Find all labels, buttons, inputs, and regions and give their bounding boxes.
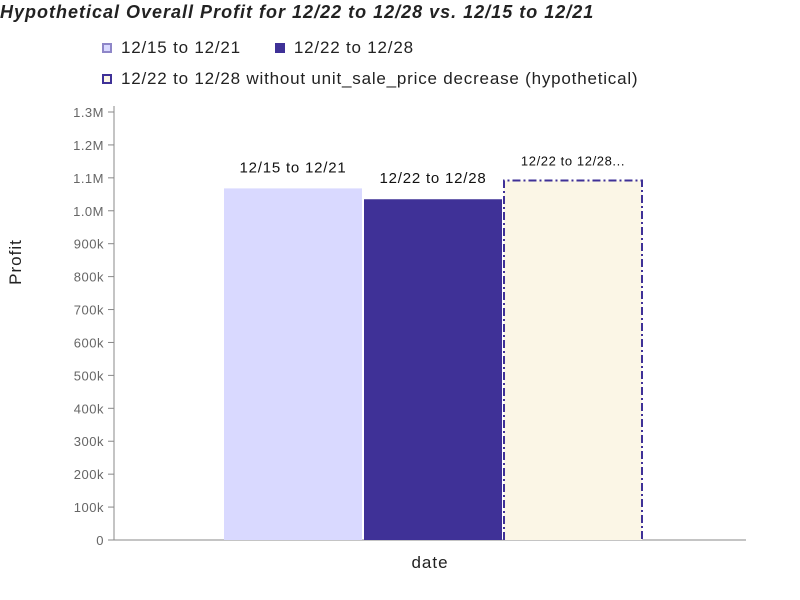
y-tick-label: 1.2M — [73, 138, 104, 153]
legend-swatch-series-3 — [102, 74, 112, 84]
bar-series-1 — [224, 188, 362, 541]
y-tick-label: 800k — [74, 270, 104, 285]
bar-outline-series-3 — [503, 179, 643, 540]
legend-swatch-series-1 — [102, 43, 112, 53]
bar-labels: 12/15 to 12/21 12/22 to 12/28 12/22 to 12/… — [239, 153, 625, 187]
y-tick-label: 1.0M — [73, 204, 104, 219]
legend-row-2: 12/22 to 12/28 without unit_sale_price d… — [102, 69, 672, 89]
legend-item-series-2[interactable]: 12/22 to 12/28 — [274, 38, 414, 58]
y-tick-label: 600k — [74, 335, 104, 350]
legend-item-series-1[interactable]: 12/15 to 12/21 — [102, 38, 241, 58]
y-tick-label: 300k — [74, 434, 104, 449]
y-axis-title: Profit — [6, 239, 25, 285]
legend-swatch-series-2 — [274, 43, 285, 53]
y-tick-label: 500k — [74, 368, 104, 383]
legend-row-1: 12/15 to 12/21 12/22 to 12/28 — [102, 38, 448, 58]
legend-label-series-1: 12/15 to 12/21 — [121, 38, 241, 57]
x-axis-title: date — [411, 553, 448, 572]
chart-title: Hypothetical Overall Profit for 12/22 to… — [0, 2, 595, 22]
bar-label-series-1: 12/15 to 12/21 — [239, 159, 346, 176]
bar-label-series-3: 12/22 to 12/28... — [521, 153, 625, 168]
legend-item-series-3[interactable]: 12/22 to 12/28 without unit_sale_price d… — [102, 69, 638, 89]
legend-label-series-3: 12/22 to 12/28 without unit_sale_price d… — [121, 69, 639, 88]
y-tick-label: 200k — [74, 467, 104, 482]
y-tick-label: 700k — [74, 303, 104, 318]
y-tick-label: 400k — [74, 401, 104, 416]
y-tick-label: 1.1M — [73, 171, 104, 186]
bars — [224, 179, 643, 541]
bar-series-3 — [504, 180, 642, 541]
legend-label-series-2: 12/22 to 12/28 — [293, 38, 414, 57]
bar-series-2 — [364, 199, 502, 540]
bar-label-series-2: 12/22 to 12/28 — [379, 170, 486, 187]
y-tick-label: 100k — [74, 500, 104, 515]
y-tick-label: 900k — [74, 237, 104, 252]
y-tick-label: 1.3M — [73, 105, 104, 120]
y-tick-label: 0 — [96, 533, 104, 548]
